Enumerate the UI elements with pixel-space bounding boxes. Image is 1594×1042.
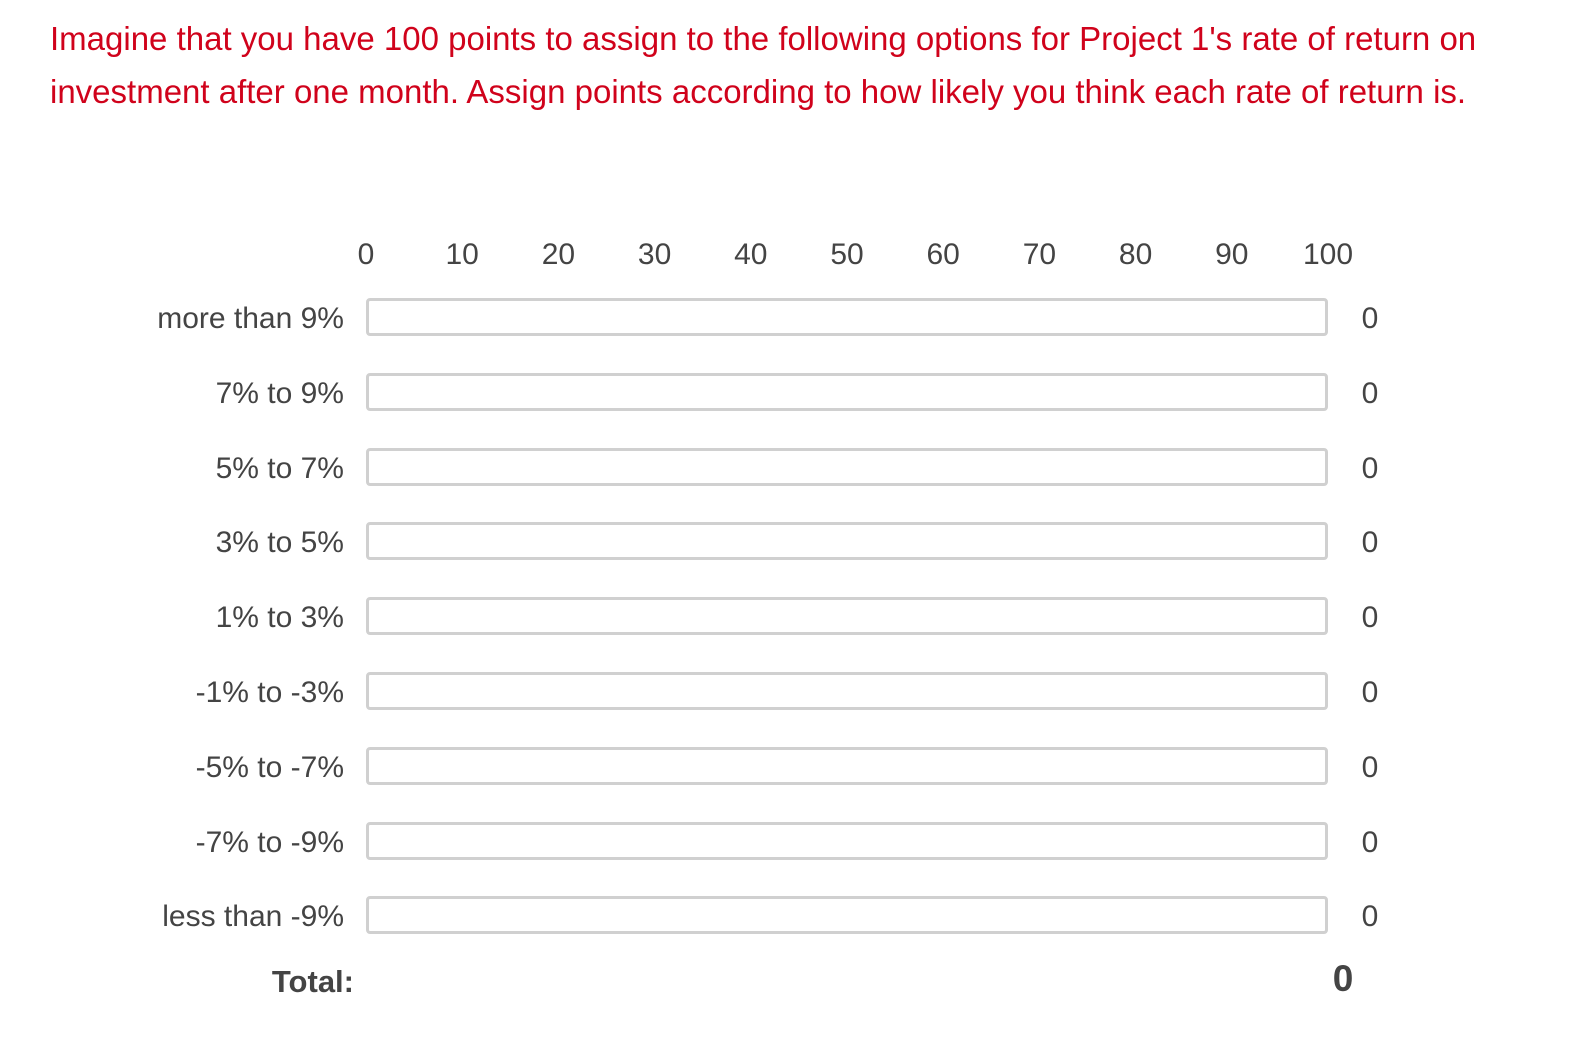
scale-tick-label: 10 xyxy=(445,238,479,271)
points-slider-track[interactable] xyxy=(366,372,1328,411)
points-slider-track[interactable] xyxy=(366,672,1328,710)
points-slider-track[interactable] xyxy=(366,896,1328,935)
slider-row: 7% to 9% 0 xyxy=(0,372,1594,413)
points-slider-track[interactable] xyxy=(366,821,1328,860)
option-points-value: 0 xyxy=(1361,376,1379,410)
option-label: -5% to -7% xyxy=(195,750,344,784)
option-points-value: 0 xyxy=(1361,825,1379,859)
slider-row: -5% to -7% 0 xyxy=(0,746,1594,787)
points-slider-track[interactable] xyxy=(366,746,1328,785)
slider-row: less than -9% 0 xyxy=(0,896,1594,936)
option-points-value: 0 xyxy=(1361,302,1379,335)
question-text: Imagine that you have 100 points to assi… xyxy=(50,20,1477,110)
option-label: -1% to -3% xyxy=(195,676,344,709)
option-points-value: 0 xyxy=(1361,750,1379,784)
scale-tick-label: 50 xyxy=(830,238,864,271)
option-label: 7% to 9% xyxy=(215,376,344,410)
option-label: 1% to 3% xyxy=(215,601,344,635)
option-points-value: 0 xyxy=(1361,601,1379,635)
slider-row: 1% to 3% 0 xyxy=(0,597,1594,637)
points-slider-track[interactable] xyxy=(366,522,1328,561)
slider-row: 3% to 5% 0 xyxy=(0,522,1594,562)
scale-tick-label: 80 xyxy=(1118,238,1153,271)
option-label: -7% to -9% xyxy=(195,825,344,859)
points-slider-track[interactable] xyxy=(366,447,1328,486)
slider-row: more than 9% 0 xyxy=(0,298,1594,338)
option-points-value: 0 xyxy=(1361,451,1379,485)
option-points-value: 0 xyxy=(1361,676,1379,709)
total-value: 0 xyxy=(1332,958,1354,999)
option-label: 5% to 7% xyxy=(215,451,344,485)
scale-tick-label: 30 xyxy=(637,238,672,271)
scale-tick-label: 60 xyxy=(926,238,960,271)
slider-row: -1% to -3% 0 xyxy=(0,672,1594,712)
points-slider-track[interactable] xyxy=(366,597,1328,636)
slider-row: -7% to -9% 0 xyxy=(0,821,1594,862)
scale-tick-label: 90 xyxy=(1215,238,1249,271)
slider-row: 5% to 7% 0 xyxy=(0,447,1594,488)
scale-tick-label: 20 xyxy=(541,238,576,271)
points-slider-track[interactable] xyxy=(366,298,1328,336)
option-label: less than -9% xyxy=(162,900,344,934)
option-label: more than 9% xyxy=(157,302,344,335)
scale-tick-label: 40 xyxy=(734,238,768,271)
total-label: Total: xyxy=(271,964,354,999)
scale-tick-label: 0 xyxy=(357,238,375,271)
points-scale: 0 10 20 30 40 50 60 70 80 90 100 xyxy=(0,238,1594,278)
option-points-value: 0 xyxy=(1361,526,1379,560)
option-label: 3% to 5% xyxy=(215,526,344,560)
scale-tick-label: 100 xyxy=(1302,238,1354,271)
option-points-value: 0 xyxy=(1361,900,1379,934)
scale-tick-label: 70 xyxy=(1022,238,1057,271)
